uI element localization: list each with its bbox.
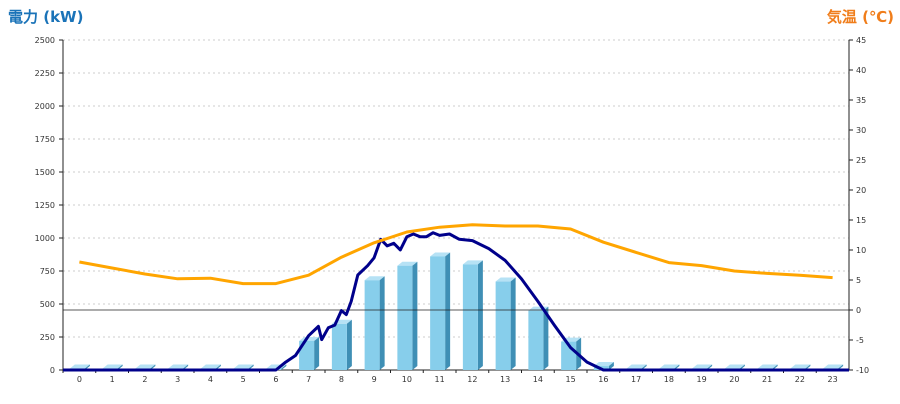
right-axis-tick-label: 15: [856, 216, 866, 225]
x-axis-tick-label: 6: [273, 375, 278, 384]
bar-top: [69, 364, 90, 369]
bar-side: [314, 336, 320, 370]
bar: [299, 340, 315, 370]
x-axis-tick-label: 16: [598, 375, 608, 384]
bar-top: [593, 362, 614, 367]
bar-top: [692, 364, 713, 369]
bar-top: [495, 277, 516, 282]
bar-side: [346, 319, 352, 370]
right-axis-tick-label: 0: [856, 306, 861, 315]
right-axis-tick-label: 35: [856, 96, 866, 105]
x-axis-tick-label: 22: [795, 375, 805, 384]
bar: [528, 310, 544, 370]
temperature-line: [79, 223, 833, 286]
bar-top: [823, 364, 844, 369]
x-axis-tick-label: 1: [110, 375, 115, 384]
bar-side: [412, 261, 418, 370]
x-axis-tick-label: 8: [339, 375, 344, 384]
x-axis-tick-label: 9: [372, 375, 377, 384]
x-axis-tick-label: 0: [77, 375, 82, 384]
left-axis-tick-label: 1250: [35, 201, 55, 210]
bar-top: [233, 364, 254, 369]
right-axis-tick-label: 40: [856, 66, 866, 75]
bar-top: [659, 364, 680, 369]
left-axis-tick-label: 250: [40, 333, 55, 342]
x-axis-tick-label: 10: [402, 375, 412, 384]
left-axis-tick-label: 2250: [35, 69, 55, 78]
bar-top: [200, 364, 221, 369]
x-axis-tick-label: 23: [828, 375, 838, 384]
left-axis-tick-label: 2500: [35, 36, 55, 45]
x-axis-tick-label: 11: [435, 375, 445, 384]
bar-side: [445, 252, 451, 370]
left-axis-tick-label: 2000: [35, 102, 55, 111]
x-axis-tick-label: 17: [631, 375, 641, 384]
bar-side: [379, 276, 385, 370]
bar-top: [102, 364, 123, 369]
bar: [364, 280, 380, 370]
bar-top: [135, 364, 156, 369]
x-axis-tick-label: 15: [566, 375, 576, 384]
x-axis-tick-label: 14: [533, 375, 543, 384]
right-axis-title: 気温 (℃): [826, 8, 894, 26]
bar-top: [364, 276, 385, 281]
bar-top: [757, 364, 778, 369]
bar-top: [462, 260, 483, 265]
bar: [495, 281, 511, 370]
bar-side: [543, 306, 549, 370]
left-axis-title: 電力 (kW): [8, 8, 84, 26]
bar-side: [281, 364, 287, 370]
bar-top: [397, 261, 418, 266]
x-axis-tick-label: 5: [241, 375, 246, 384]
bar: [462, 264, 478, 370]
left-axis-tick-label: 1500: [35, 168, 55, 177]
left-axis-tick-label: 1000: [35, 234, 55, 243]
bar: [331, 323, 347, 370]
left-axis-tick-label: 500: [40, 300, 55, 309]
left-axis-tick-label: 0: [50, 366, 55, 375]
x-axis-tick-label: 3: [175, 375, 180, 384]
x-axis-tick-label: 4: [208, 375, 213, 384]
x-axis-tick-label: 18: [664, 375, 674, 384]
bar: [397, 265, 413, 370]
x-axis-tick-label: 13: [500, 375, 510, 384]
right-axis-tick-label: 45: [856, 36, 866, 45]
bar-top: [626, 364, 647, 369]
x-axis-tick-label: 7: [306, 375, 311, 384]
left-axis-tick-label: 1750: [35, 135, 55, 144]
left-axis-tick-label: 750: [40, 267, 55, 276]
right-axis-tick-label: -10: [856, 366, 869, 375]
right-axis-tick-label: 5: [856, 276, 861, 285]
x-axis-tick-label: 21: [762, 375, 772, 384]
x-axis-tick-label: 20: [729, 375, 739, 384]
x-axis-tick-label: 19: [697, 375, 707, 384]
bar-side: [477, 260, 483, 370]
bar-top: [430, 252, 451, 257]
right-axis-tick-label: -5: [856, 336, 864, 345]
bar: [430, 256, 446, 370]
bar-side: [608, 362, 614, 370]
bar-top: [790, 364, 811, 369]
x-axis-tick-label: 2: [142, 375, 147, 384]
x-axis-tick-label: 12: [467, 375, 477, 384]
right-axis-tick-label: 10: [856, 246, 866, 255]
bar-top: [168, 364, 189, 369]
bar-side: [510, 277, 516, 370]
right-axis-tick-label: 20: [856, 186, 866, 195]
bar-top: [724, 364, 745, 369]
right-axis-tick-label: 25: [856, 156, 866, 165]
right-axis-tick-label: 30: [856, 126, 866, 135]
power-line: [63, 231, 849, 372]
